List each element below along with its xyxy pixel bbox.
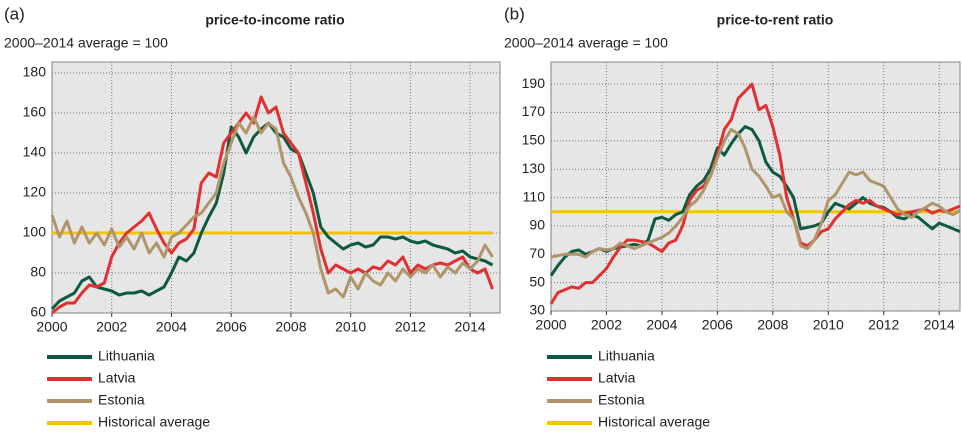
y-tick-label: 30: [529, 302, 545, 318]
x-tick-label: 2002: [96, 319, 127, 335]
legend-label: Historical average: [598, 414, 710, 430]
y-tick-label: 90: [529, 217, 545, 233]
y-tick-label: 70: [529, 245, 545, 261]
panel-label: (a): [4, 4, 25, 23]
legend-label: Historical average: [98, 414, 210, 430]
series-line: [50, 115, 494, 299]
y-tick-label: 100: [23, 224, 47, 240]
legend-label: Estonia: [98, 392, 145, 408]
series-line: [549, 82, 961, 305]
x-tick-label: 2014: [455, 319, 486, 335]
x-tick-label: 2008: [757, 317, 788, 333]
y-tick-label: 190: [522, 75, 546, 91]
x-tick-label: 2006: [216, 319, 247, 335]
chart-subtitle: 2000–2014 average = 100: [4, 35, 168, 51]
x-tick-label: 2012: [395, 319, 426, 335]
panel-label: (b): [504, 4, 525, 23]
series-line: [550, 128, 961, 259]
y-tick-label: 170: [522, 103, 546, 119]
legend-label: Latvia: [598, 370, 636, 386]
x-tick-label: 2000: [535, 317, 566, 333]
y-tick-label: 180: [23, 64, 47, 80]
x-tick-label: 2010: [813, 317, 844, 333]
plot-area: [51, 61, 501, 314]
y-tick-label: 80: [30, 264, 46, 280]
series-line: [50, 121, 494, 311]
series-line: [51, 95, 494, 315]
legend-label: Estonia: [598, 392, 645, 408]
x-tick-label: 2002: [591, 317, 622, 333]
x-tick-label: 2012: [868, 317, 899, 333]
y-tick-label: 110: [523, 188, 546, 204]
x-tick-label: 2008: [275, 319, 306, 335]
x-tick-label: 2004: [646, 317, 677, 333]
x-tick-label: 2014: [924, 317, 955, 333]
y-tick-label: 60: [30, 304, 46, 320]
chart-title: price-to-income ratio: [205, 12, 344, 28]
y-tick-label: 130: [522, 160, 546, 176]
legend-label: Latvia: [98, 370, 136, 386]
chart-title: price-to-rent ratio: [717, 12, 834, 28]
y-tick-label: 140: [23, 144, 47, 160]
legend-label: Lithuania: [98, 348, 155, 364]
y-tick-label: 50: [529, 273, 545, 289]
chart-subtitle: 2000–2014 average = 100: [504, 35, 668, 51]
y-tick-label: 160: [23, 104, 47, 120]
x-tick-label: 2006: [702, 317, 733, 333]
y-tick-label: 150: [522, 132, 546, 148]
x-tick-label: 2004: [156, 319, 187, 335]
y-tick-label: 120: [23, 184, 47, 200]
legend-label: Lithuania: [598, 348, 655, 364]
plot-area: [550, 61, 961, 312]
x-tick-label: 2010: [335, 319, 366, 335]
x-tick-label: 2000: [36, 319, 67, 335]
